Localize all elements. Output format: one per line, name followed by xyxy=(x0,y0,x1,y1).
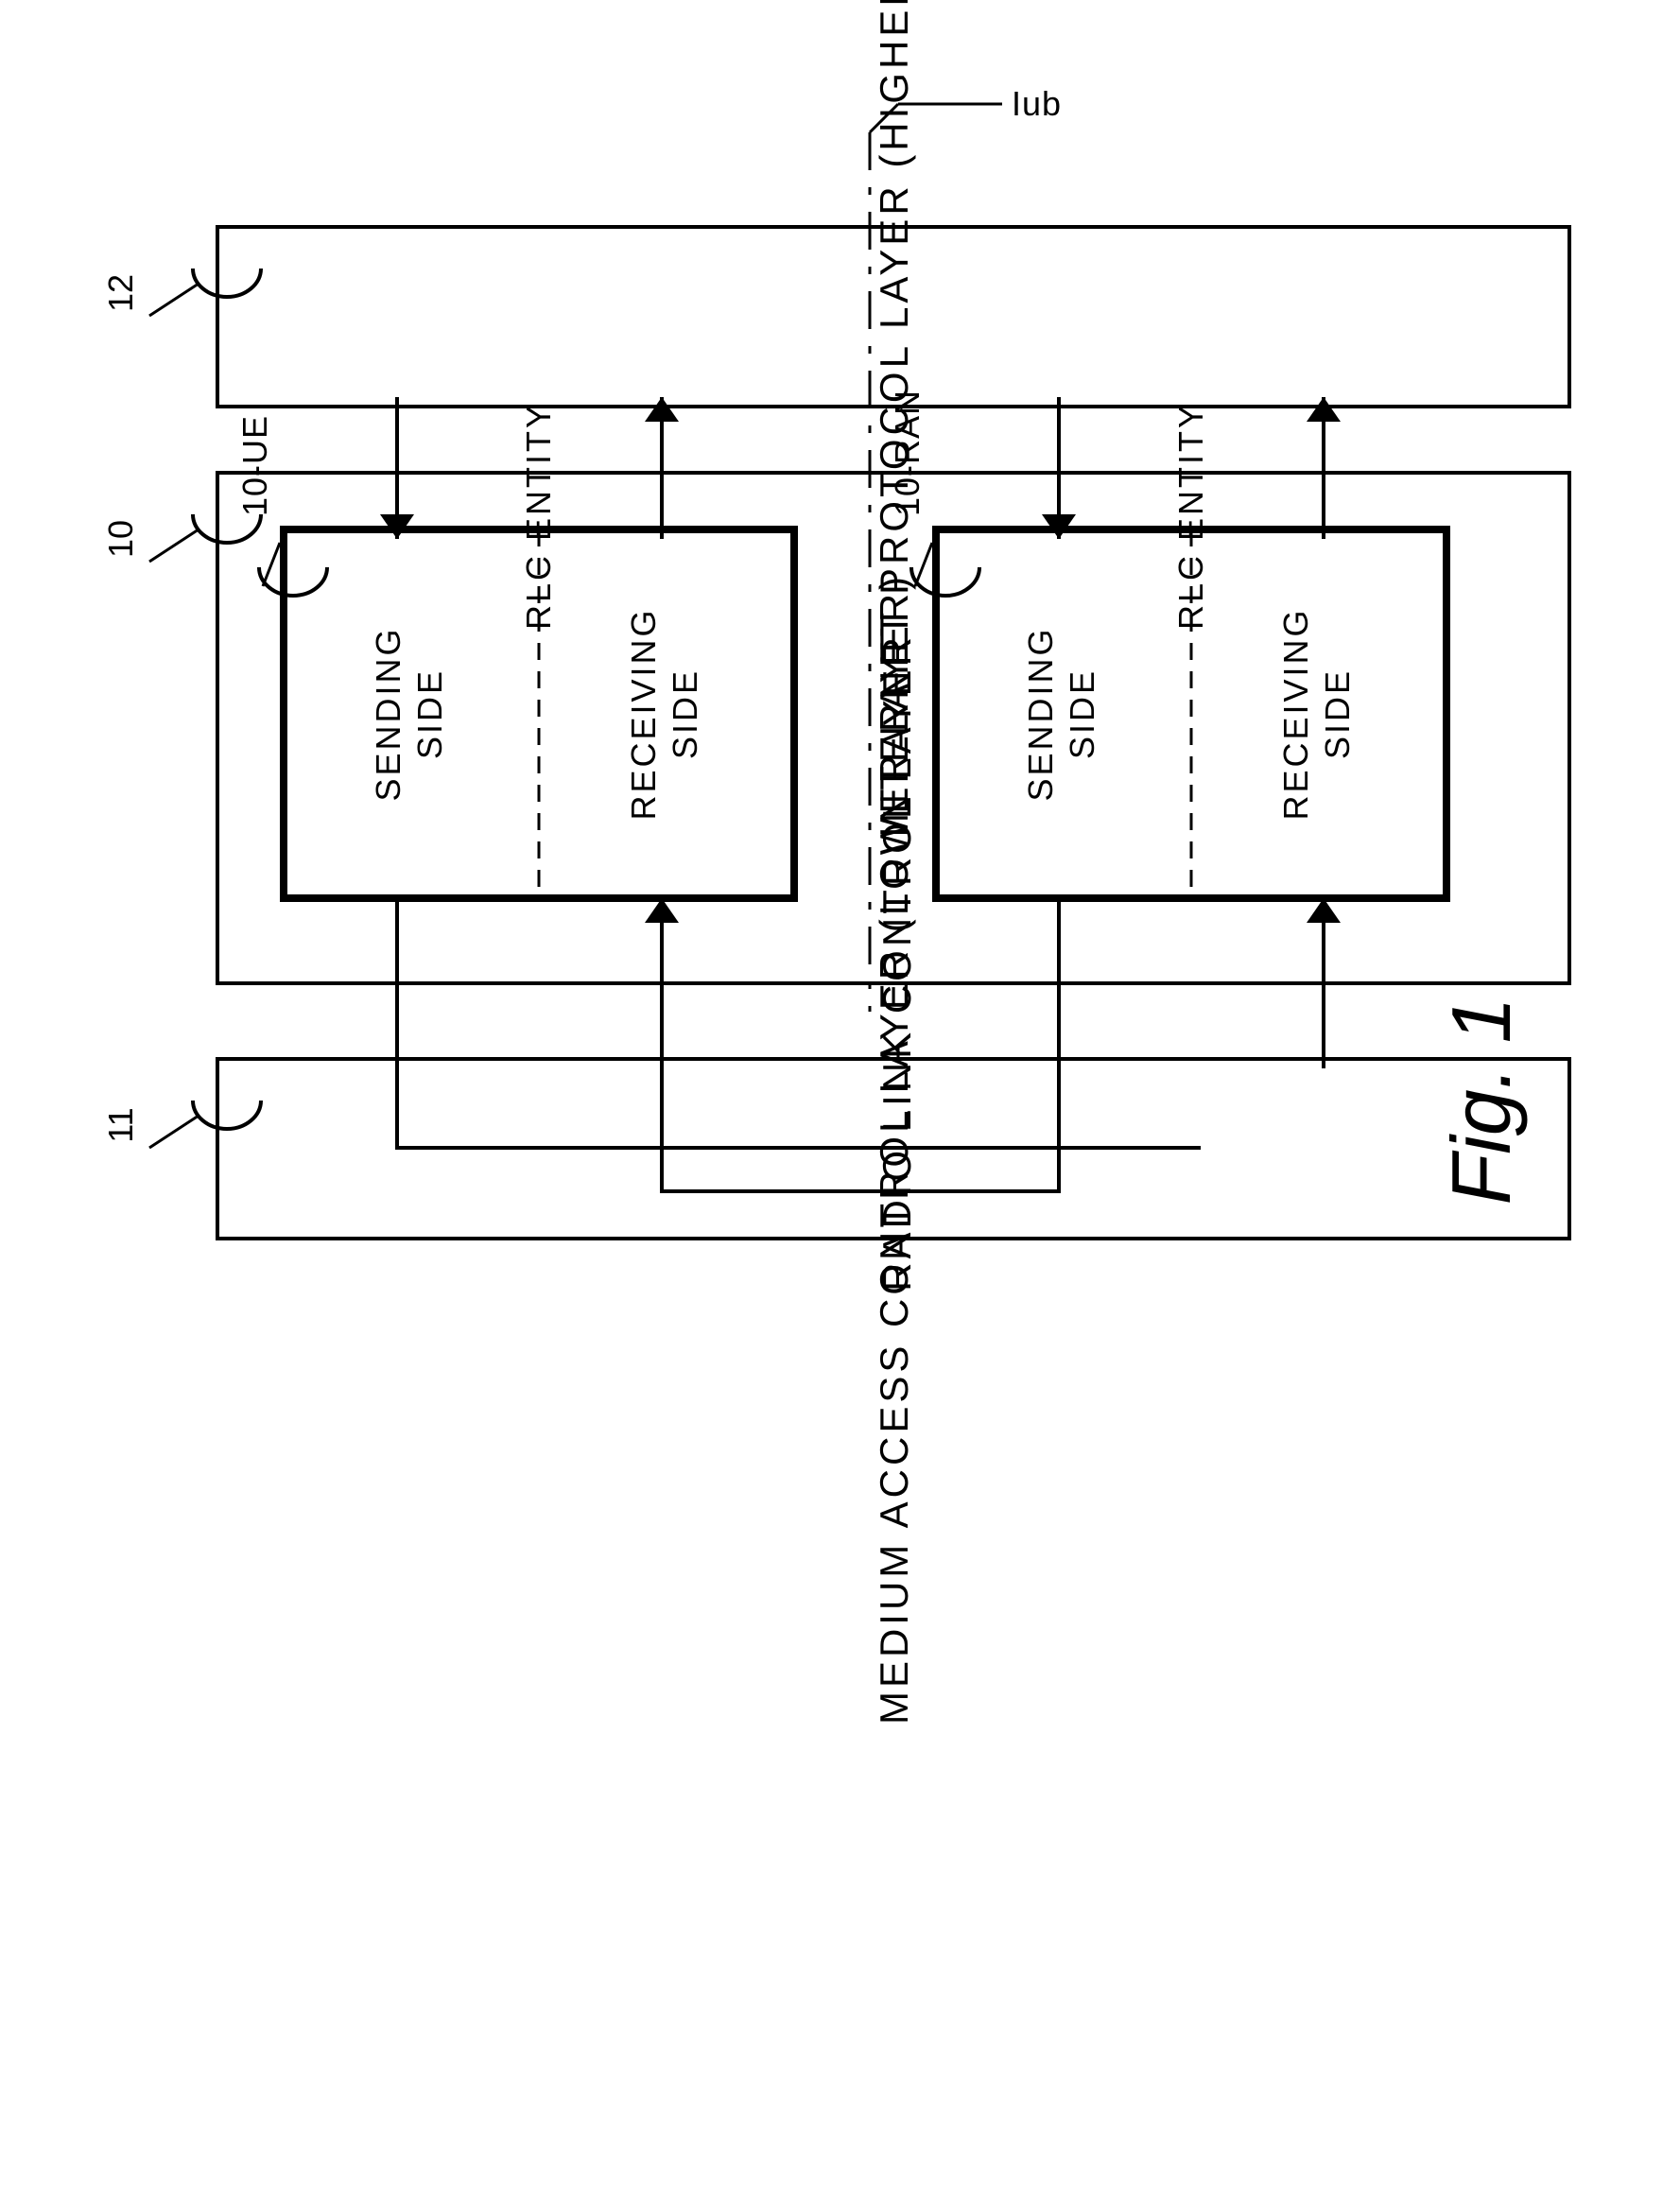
path-shape xyxy=(193,269,261,297)
rlc-entity-label: RLC ENTITY xyxy=(1171,403,1210,630)
sending-side-label: SENDING xyxy=(369,626,407,801)
ref-12: 12 xyxy=(101,274,140,312)
ref-10: 10 xyxy=(101,520,140,558)
g-shape: 10-UE xyxy=(235,415,274,516)
g-shape: Fig. 1 xyxy=(1434,997,1528,1205)
polygon-shape xyxy=(1307,397,1341,422)
figure-label: Fig. 1 xyxy=(1434,997,1528,1205)
ref-10-ue: 10-UE xyxy=(235,415,274,516)
polygon-shape xyxy=(645,397,679,422)
receiving-side-label: RECEIVING xyxy=(624,607,663,820)
sending-side-label: SENDING xyxy=(1021,626,1060,801)
path-shape xyxy=(193,1101,261,1129)
line-shape xyxy=(149,529,199,562)
path-shape xyxy=(397,898,1201,1148)
ref-11: 11 xyxy=(101,1107,140,1142)
g-shape: RLC ENTITY xyxy=(519,403,558,630)
g-shape: 10 xyxy=(101,520,140,558)
g-shape: RECEIVING xyxy=(1276,607,1315,820)
rlc-entity-label: RLC ENTITY xyxy=(519,403,558,630)
path-shape xyxy=(193,514,261,543)
g-shape: SIDE xyxy=(666,668,704,759)
g-shape: 11 xyxy=(101,1107,140,1142)
g-shape: 10-RAN xyxy=(888,390,927,516)
receiving-side-label: SIDE xyxy=(1318,668,1357,759)
g-shape: SIDE xyxy=(1063,668,1101,759)
line-shape xyxy=(915,543,932,586)
receiving-side-label: SIDE xyxy=(666,668,704,759)
line-shape xyxy=(149,1116,199,1148)
g-shape: SIDE xyxy=(1318,668,1357,759)
ref-10-ran: 10-RAN xyxy=(888,390,927,516)
sending-side-label: SIDE xyxy=(410,668,449,759)
g-shape: SENDING xyxy=(369,626,407,801)
g-shape: 12 xyxy=(101,274,140,312)
line-shape xyxy=(149,284,199,316)
g-shape: SIDE xyxy=(410,668,449,759)
g-shape: SENDING xyxy=(1021,626,1060,801)
g-shape: RECEIVING xyxy=(624,607,663,820)
iub-label: Iub xyxy=(1012,84,1062,123)
receiving-side-label: RECEIVING xyxy=(1276,607,1315,820)
line-shape xyxy=(263,543,280,586)
g-shape: RLC ENTITY xyxy=(1171,403,1210,630)
sending-side-label: SIDE xyxy=(1063,668,1101,759)
